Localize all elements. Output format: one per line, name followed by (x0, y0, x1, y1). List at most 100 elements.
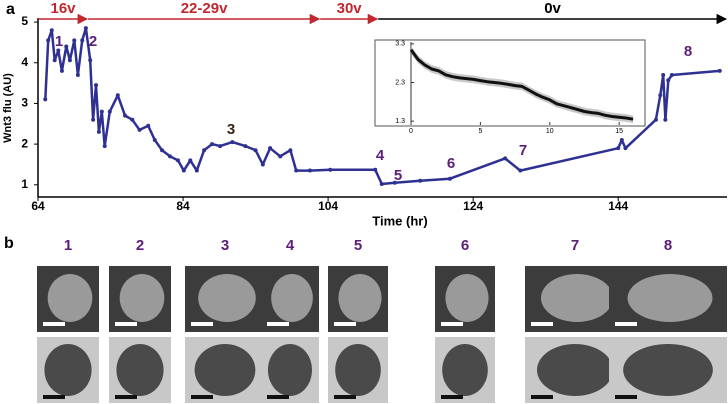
point-label: 8 (684, 43, 692, 60)
image-label: 1 (64, 237, 72, 254)
fluorescent-body (271, 274, 313, 322)
data-point (56, 48, 61, 53)
y-tick-label: 1 (21, 177, 28, 191)
data-point (115, 93, 120, 98)
data-point (72, 38, 77, 43)
scale-bar (267, 395, 289, 399)
y-tick-label: 2 (21, 136, 28, 150)
data-point (392, 180, 397, 185)
data-point (75, 72, 80, 77)
brightfield-body (442, 344, 488, 396)
data-point (447, 176, 452, 181)
inset-x-tick-label: 0 (409, 128, 413, 135)
scale-bar (191, 322, 213, 326)
data-point (91, 117, 96, 122)
inset-y-tick-label: 2.3 (395, 79, 405, 86)
panel-label: a (6, 1, 15, 18)
inset-x-tick-label: 10 (546, 128, 554, 135)
image-label: 8 (664, 237, 672, 254)
image-label: 5 (354, 237, 362, 254)
data-point (663, 117, 668, 122)
data-point (218, 144, 223, 149)
image-label: 7 (571, 237, 579, 254)
data-point (107, 109, 112, 114)
scale-bar (531, 322, 553, 326)
point-label: 5 (394, 167, 402, 184)
fluorescent-body (627, 274, 713, 322)
y-tick-label: 5 (21, 14, 28, 28)
data-point (230, 140, 235, 145)
fluorescent-body (47, 274, 93, 322)
data-point (653, 117, 658, 122)
inset-y-tick-label: 1.3 (395, 118, 405, 125)
fluorescent-body (338, 274, 382, 322)
image-label: 2 (136, 237, 144, 254)
scale-bar (115, 395, 137, 399)
brightfield-body (335, 344, 381, 396)
point-label: 3 (227, 121, 235, 138)
phase-label: 16v (51, 0, 77, 17)
data-point (49, 28, 54, 33)
data-point (152, 138, 157, 143)
data-point (146, 123, 151, 128)
brightfield-body (267, 344, 313, 396)
data-point (102, 144, 107, 149)
data-point (175, 158, 180, 163)
data-point (268, 146, 273, 151)
fluorescent-body (541, 274, 613, 322)
fluorescent-body (198, 274, 256, 322)
data-point (181, 168, 186, 173)
y-tick-label: 3 (21, 96, 28, 110)
data-point (619, 138, 624, 143)
x-tick-label: 104 (318, 199, 338, 213)
image-label: 3 (221, 237, 229, 254)
data-point (137, 127, 142, 132)
data-point (616, 146, 621, 151)
scale-bar (334, 322, 356, 326)
data-point (373, 167, 378, 172)
data-point (278, 154, 283, 159)
data-point (418, 178, 423, 183)
data-point (202, 148, 207, 153)
point-label: 1 (55, 33, 63, 50)
data-point (658, 93, 663, 98)
data-point (83, 26, 88, 31)
data-point (503, 156, 508, 161)
image-label: 4 (286, 237, 295, 254)
inset-x-tick-label: 15 (615, 128, 623, 135)
data-point (94, 83, 99, 88)
data-point (623, 146, 628, 151)
data-point (669, 72, 674, 77)
y-axis-label: Wnt3 flu (AU) (2, 73, 14, 143)
data-point (46, 38, 51, 43)
error-band (411, 45, 634, 124)
data-point (666, 78, 671, 83)
data-point (123, 113, 128, 118)
point-label: 2 (89, 33, 97, 50)
x-tick-label: 124 (463, 199, 483, 213)
scale-bar (441, 395, 463, 399)
brightfield-body (44, 344, 92, 396)
data-point (307, 168, 312, 173)
panel-label: b (4, 235, 14, 252)
brightfield-body (116, 344, 164, 396)
scale-bar (43, 322, 65, 326)
data-point (194, 168, 199, 173)
brightfield-body (537, 344, 613, 396)
x-tick-label: 64 (31, 199, 45, 213)
scale-bar (267, 322, 289, 326)
data-point (210, 142, 215, 147)
phase-label: 22-29v (181, 0, 228, 17)
point-label: 6 (447, 155, 455, 172)
point-label: 4 (376, 147, 385, 164)
brightfield-body (194, 344, 256, 396)
data-point (67, 58, 72, 63)
data-point (88, 58, 93, 63)
scale-bar (334, 395, 356, 399)
scale-bar (441, 322, 463, 326)
point-label: 7 (519, 142, 527, 159)
data-point (96, 129, 101, 134)
x-tick-label: 144 (608, 199, 628, 213)
x-tick-label: 84 (176, 199, 190, 213)
data-point (43, 97, 48, 102)
